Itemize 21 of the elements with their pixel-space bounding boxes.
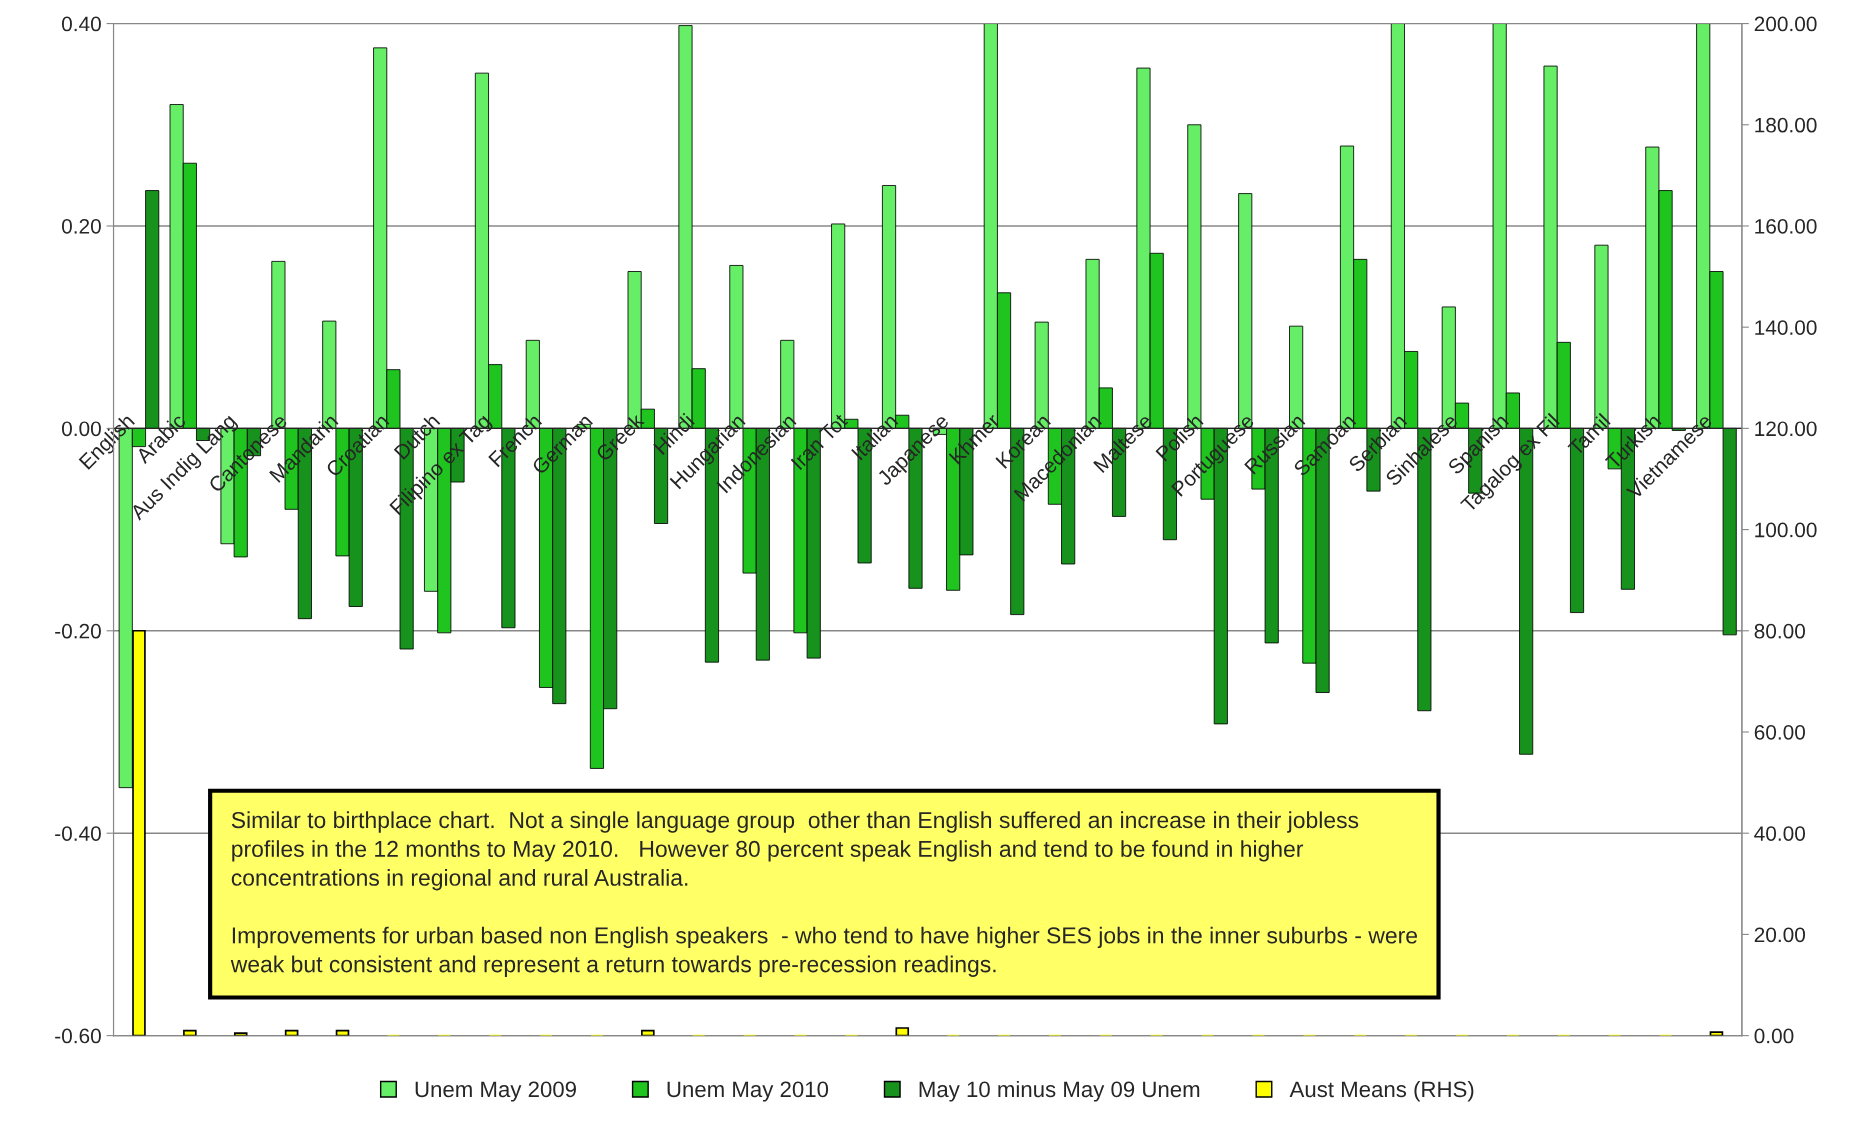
y2-tick-label: 100.00 — [1755, 522, 1817, 538]
y-tick-label: -0.40 — [55, 826, 101, 841]
y2-tick-label: 140.00 — [1755, 320, 1817, 335]
y2-tick-label: 20.00 — [1754, 927, 1806, 943]
legend-label: Unem May 2010 — [667, 1081, 829, 1102]
y2-tick-label: 60.00 — [1754, 724, 1806, 740]
y2-tick-label: 80.00 — [1754, 623, 1806, 639]
y2-tick-label: 180.00 — [1755, 117, 1817, 133]
legend-label: May 10 minus May 09 Unem — [919, 1080, 1200, 1102]
text: Similar to birthplace chart. Not a single language group other than English suffered an increase in their jobless profiles in the 12 months to May 2010. However 80 percent speak English and tend to be found in higher concentrations in regional and rural Australia. Improvements for urban based non English speakers - who tend to have higher SES jobs in the inner suburbs - were weak but consistent and represent a return towards pre-recession readings. — [230, 811, 1417, 977]
y2-tick-label: 120.00 — [1755, 421, 1817, 437]
legend-label: Aust Means (RHS) — [1289, 1080, 1474, 1102]
y-tick-label: 0.20 — [61, 218, 101, 234]
y-tick-label: -0.20 — [55, 623, 101, 639]
y-tick-label: -0.60 — [55, 1028, 101, 1044]
y-tick-label: 0.40 — [61, 16, 101, 32]
y2-tick-label: 40.00 — [1754, 826, 1806, 841]
legend-label: Unem May 2009 — [415, 1081, 576, 1102]
y2-tick-label: 160.00 — [1755, 218, 1817, 234]
y2-tick-label: 0.00 — [1754, 1028, 1794, 1044]
y2-tick-label: 200.00 — [1754, 16, 1817, 32]
